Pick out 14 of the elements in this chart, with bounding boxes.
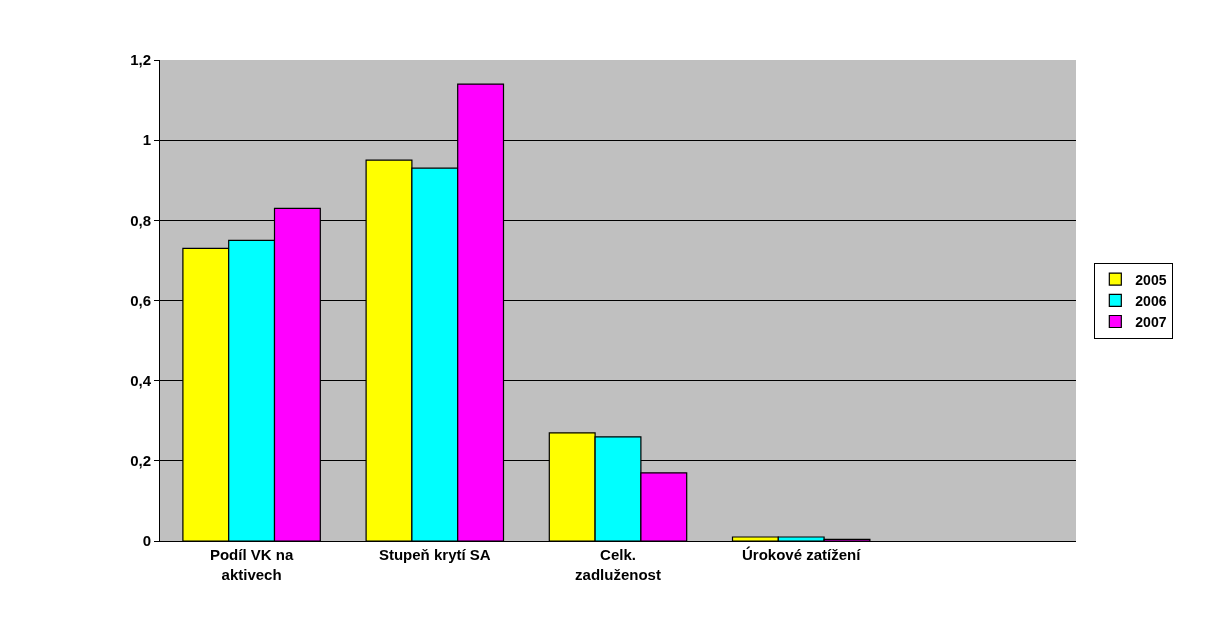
legend-label: 2007 xyxy=(1135,313,1167,330)
y-tick-label: 0,8 xyxy=(130,211,151,229)
y-tick-label: 0,6 xyxy=(130,291,151,309)
y-tick-label: 1,2 xyxy=(130,51,151,69)
x-tick-label: Stupeň krytí SA xyxy=(378,546,491,563)
y-tick-label: 0 xyxy=(142,532,151,550)
x-tick-label: Úrokové zatížení xyxy=(742,546,862,563)
x-tick-label: Celk. zadluženost xyxy=(575,546,661,583)
y-tick-label: 0,4 xyxy=(130,371,152,389)
y-tick-label: 1 xyxy=(142,131,151,149)
x-tick-label: Podíl VK na aktivech xyxy=(209,546,294,583)
legend-label: 2005 xyxy=(1135,271,1167,288)
legend-label: 2006 xyxy=(1135,292,1167,309)
y-tick-label: 0,2 xyxy=(130,452,151,470)
